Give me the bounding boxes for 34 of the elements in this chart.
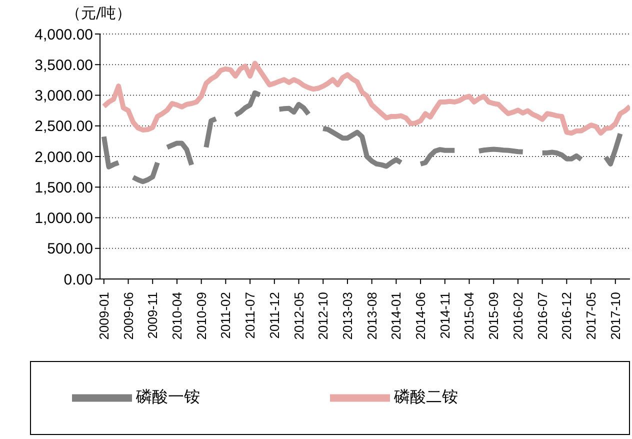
x-tick-label: 2014-01 [388,292,404,340]
y-tick-label: 4,000.00 [34,26,93,44]
legend-label: 磷酸二铵 [394,387,458,406]
y-tick-label: 3,500.00 [34,56,93,74]
x-tick-label: 2015-09 [486,292,502,340]
x-tick-label: 2016-07 [534,292,550,340]
x-tick-label: 2011-07 [242,292,258,339]
x-tick-label: 2015-04 [462,292,477,340]
x-tick-label: 2013-08 [364,292,380,340]
x-tick-label: 2016-02 [510,292,526,340]
x-tick-label: 2012-05 [291,292,306,340]
y-axis-title: （元/吨） [66,4,132,23]
y-tick-label: 1,500.00 [34,179,93,196]
x-tick-label: 2017-10 [608,292,623,340]
x-tick-label: 2012-10 [316,292,331,340]
legend-label: 磷酸一铵 [136,387,200,406]
y-tick-label: 2,000.00 [34,148,93,166]
y-tick-label: 2,500.00 [34,118,93,136]
y-tick-label: 0.00 [64,271,93,288]
x-tick-label: 2009-06 [120,292,136,340]
x-tick-label: 2011-12 [266,292,282,339]
x-tick-label: 2014-06 [413,292,428,340]
x-tick-label: 2009-01 [96,292,112,340]
x-tick-label: 2011-02 [218,292,234,339]
x-tick-label: 2013-03 [340,292,355,340]
y-tick-label: 1,000.00 [34,210,93,228]
x-tick-label: 2014-11 [437,292,452,339]
x-tick-label: 2016-12 [559,292,574,340]
y-tick-label: 500.00 [47,240,93,258]
x-tick-label: 2010-09 [194,292,209,340]
x-tick-label: 2017-05 [584,292,599,340]
y-tick-label: 3,000.00 [34,88,93,105]
x-tick-label: 2010-04 [169,292,184,340]
x-tick-label: 2009-11 [145,292,160,339]
